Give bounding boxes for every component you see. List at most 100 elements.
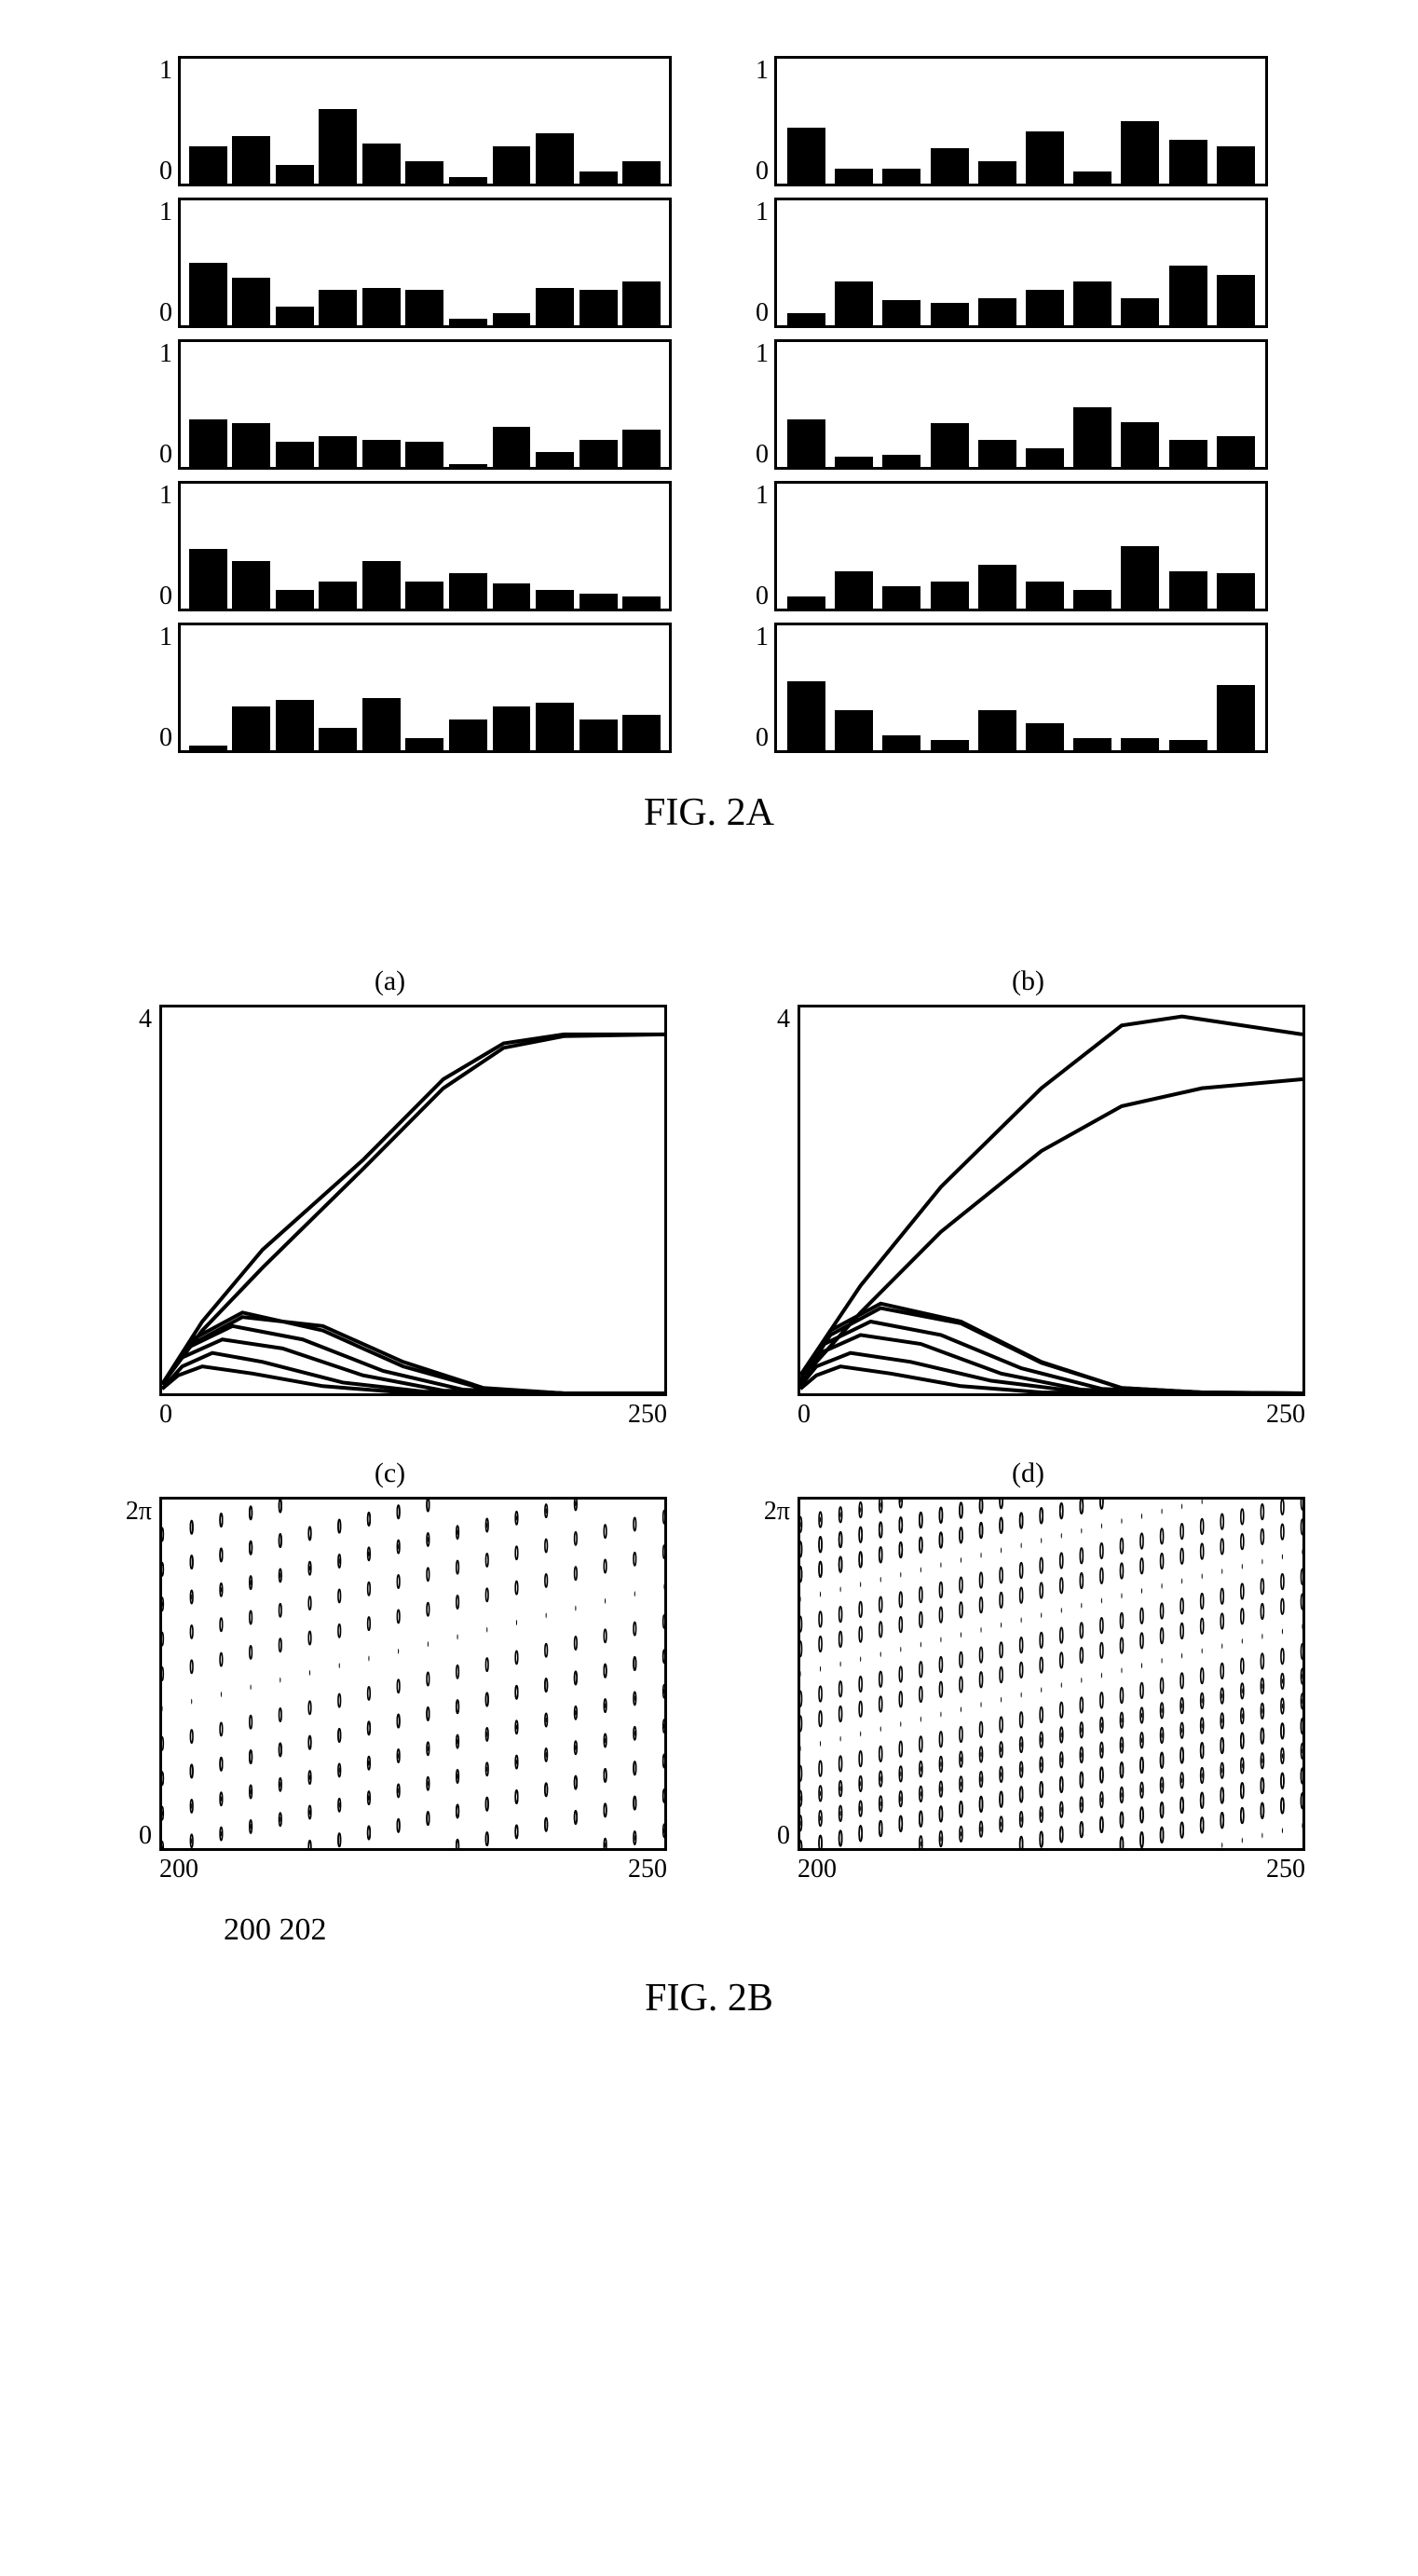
bar xyxy=(931,148,969,184)
bar xyxy=(978,440,1016,467)
bar xyxy=(536,133,574,184)
bar xyxy=(931,303,969,325)
bar-ylabels: 10 xyxy=(150,623,178,753)
bar xyxy=(622,596,661,609)
bar xyxy=(493,146,531,184)
subplot-c: (c) 2π 0 200 250 xyxy=(113,1458,667,1884)
bar-panel: 10 xyxy=(746,623,1268,753)
bar xyxy=(536,590,574,609)
bar-panel: 10 xyxy=(150,481,672,611)
bar xyxy=(622,430,661,467)
bar xyxy=(1026,290,1064,325)
bar-ylabels: 10 xyxy=(746,198,774,328)
bar xyxy=(579,719,618,751)
bar xyxy=(882,455,920,467)
subplot-c-ylabels: 2π 0 xyxy=(113,1497,159,1851)
bar xyxy=(362,561,401,609)
bar xyxy=(1169,440,1207,467)
bar xyxy=(449,573,487,609)
bar xyxy=(276,307,314,325)
bar xyxy=(931,423,969,467)
bar xyxy=(1026,723,1064,750)
bar xyxy=(405,290,443,325)
bar-frame xyxy=(774,56,1268,186)
bar-ylabels: 10 xyxy=(150,56,178,186)
bar xyxy=(319,109,357,184)
bar xyxy=(362,144,401,184)
subplot-c-xlabels: 200 250 xyxy=(159,1855,667,1884)
bar-panel: 10 xyxy=(746,339,1268,470)
bar xyxy=(882,300,920,325)
bar xyxy=(1217,436,1255,468)
bar xyxy=(232,278,270,325)
subplot-a: (a) 4 0 250 xyxy=(113,966,667,1430)
bar xyxy=(319,582,357,609)
bar xyxy=(1169,140,1207,184)
bar xyxy=(579,171,618,184)
bar xyxy=(232,706,270,750)
subplot-a-xlabels: 0 250 xyxy=(159,1400,667,1430)
bar xyxy=(882,586,920,609)
bar xyxy=(978,565,1016,609)
bar xyxy=(882,169,920,184)
subplot-b: (b) 4 0 250 xyxy=(751,966,1305,1430)
bar-panel: 10 xyxy=(150,339,672,470)
bar xyxy=(787,419,825,467)
bar xyxy=(189,746,227,750)
bar xyxy=(405,738,443,750)
bar xyxy=(493,313,531,325)
bar xyxy=(232,136,270,184)
bar xyxy=(978,710,1016,750)
bar xyxy=(931,740,969,750)
bar xyxy=(1073,281,1111,325)
bar xyxy=(1217,146,1255,184)
bar xyxy=(405,161,443,184)
bar xyxy=(622,161,661,184)
bar xyxy=(1121,298,1159,325)
subplot-a-title: (a) xyxy=(113,966,667,997)
bar xyxy=(319,728,357,750)
bar-panel: 10 xyxy=(150,56,672,186)
bar-panel: 10 xyxy=(746,56,1268,186)
bar-frame xyxy=(774,339,1268,470)
bar xyxy=(362,288,401,325)
bar-ylabels: 10 xyxy=(150,481,178,611)
bar-panel: 10 xyxy=(746,198,1268,328)
subplot-a-ylabels: 4 xyxy=(113,1005,159,1396)
bar xyxy=(835,571,873,609)
bar-panel: 10 xyxy=(746,481,1268,611)
bar xyxy=(579,440,618,467)
bar xyxy=(1073,738,1111,750)
bar xyxy=(579,594,618,609)
subplot-b-title: (b) xyxy=(751,966,1305,997)
bar xyxy=(189,549,227,609)
bar xyxy=(1073,171,1111,184)
bar xyxy=(189,146,227,184)
fig2b-grid: (a) 4 0 250 (b) 4 xyxy=(113,966,1305,1884)
bar xyxy=(1121,121,1159,184)
bar xyxy=(1026,582,1064,609)
fig2b-annotation: 200 202 xyxy=(224,1912,1381,1948)
bar xyxy=(276,165,314,184)
bar-panel: 10 xyxy=(150,198,672,328)
bar xyxy=(449,719,487,751)
bar xyxy=(579,290,618,325)
bar-frame xyxy=(178,198,672,328)
bar xyxy=(978,298,1016,325)
subplot-d-ylabels: 2π 0 xyxy=(751,1497,798,1851)
bar xyxy=(835,457,873,467)
bar xyxy=(189,419,227,467)
fig2a-grid: 10101010101010101010 xyxy=(150,56,1268,753)
subplot-c-title: (c) xyxy=(113,1458,667,1489)
bar xyxy=(536,288,574,325)
bar xyxy=(536,452,574,467)
bar xyxy=(319,436,357,468)
bar xyxy=(319,290,357,325)
figure-2a: 10101010101010101010 FIG. 2A xyxy=(37,56,1381,835)
bar xyxy=(493,583,531,609)
bar xyxy=(493,706,531,750)
bar xyxy=(1073,407,1111,467)
bar xyxy=(449,319,487,325)
bar-frame xyxy=(178,481,672,611)
bar xyxy=(449,177,487,184)
